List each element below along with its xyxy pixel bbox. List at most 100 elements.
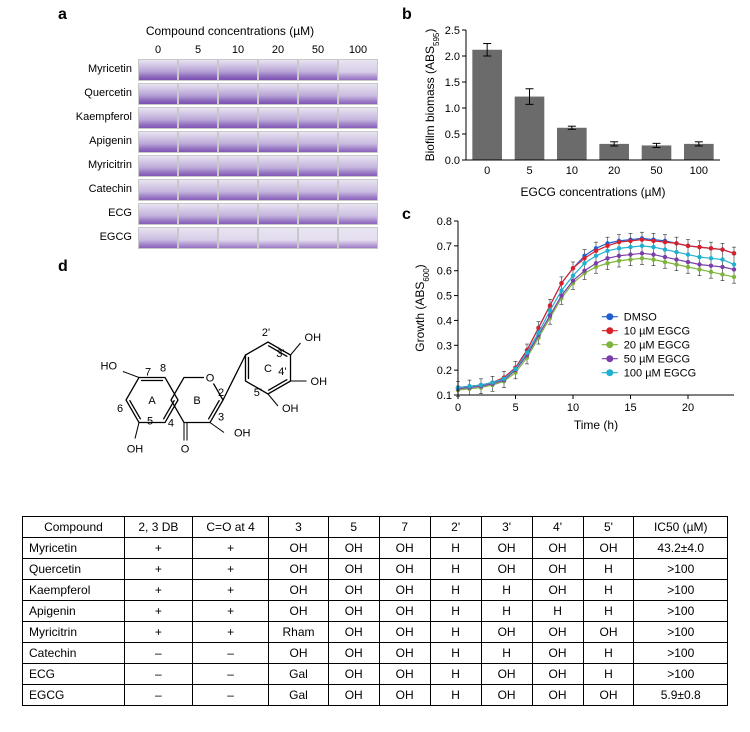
structure-label: 4 (168, 418, 174, 430)
structure-label: 6 (117, 403, 123, 415)
panel-label-b: b (402, 6, 412, 24)
series-marker (674, 241, 678, 245)
panel-a-row-label: EGCG (70, 226, 138, 250)
panel-a-well (178, 131, 218, 153)
table-cell: H (583, 664, 634, 685)
panel-a-well (298, 107, 338, 129)
panel-a-well (138, 131, 178, 153)
panel-label-a: a (58, 6, 67, 24)
panel-a-well (178, 107, 218, 129)
series-marker (628, 239, 632, 243)
bar-ytick: 0.5 (445, 129, 460, 141)
panel-a-well (218, 83, 258, 105)
table-cell: OH (532, 664, 583, 685)
table-cell: + (192, 538, 268, 559)
series-marker (732, 275, 736, 279)
table-cell: OH (532, 580, 583, 601)
panel-a-conc-header: 5 (178, 42, 218, 58)
table-cell: + (124, 580, 192, 601)
panel-a-well (178, 83, 218, 105)
series-marker (709, 256, 713, 260)
series-marker (605, 261, 609, 265)
series-marker (548, 308, 552, 312)
table-header: 7 (379, 517, 430, 538)
series-marker (686, 260, 690, 264)
panel-a-well (258, 227, 298, 249)
series-marker (628, 257, 632, 261)
panel-a-well (138, 155, 178, 177)
table-cell: >100 (634, 559, 728, 580)
curve-ytick: 0.6 (437, 266, 452, 278)
panel-a-conc-header: 0 (138, 42, 178, 58)
panel-a-well (218, 227, 258, 249)
panel-label-d: d (58, 258, 68, 276)
series-marker (709, 246, 713, 250)
panel-a-well (338, 179, 378, 201)
series-marker (571, 266, 575, 270)
table-header: C=O at 4 (192, 517, 268, 538)
series-marker (663, 240, 667, 244)
table-cell: Rham (269, 622, 328, 643)
panel-c-growth-curve: 051015200.10.20.30.40.50.60.70.8Time (h)… (410, 215, 740, 435)
series-marker (720, 265, 724, 269)
table-header: 5 (328, 517, 379, 538)
series-marker (663, 247, 667, 251)
series-marker (697, 245, 701, 249)
table-cell: OH (328, 538, 379, 559)
table-header: IC50 (µM) (634, 517, 728, 538)
structure-label: C (264, 363, 272, 375)
panel-b-bar-chart: 0.00.51.01.52.02.505102050100EGCG concen… (420, 22, 730, 202)
table-cell: OH (532, 622, 583, 643)
structure-label: 2 (218, 387, 224, 399)
table-cell: OH (481, 664, 532, 685)
panel-a-well (258, 107, 298, 129)
curve-xtick: 10 (567, 402, 579, 414)
series-marker (732, 262, 736, 266)
table-cell: H (430, 643, 481, 664)
bar-xtick: 100 (690, 165, 708, 177)
table-cell: OH (583, 622, 634, 643)
table-cell: H (481, 643, 532, 664)
bar-xlabel: EGCG concentrations (µM) (521, 185, 666, 199)
series-marker (674, 257, 678, 261)
legend-label: 10 µM EGCG (624, 326, 690, 338)
compound-table: Compound2, 3 DBC=O at 43572'3'4'5'IC50 (… (22, 516, 728, 706)
curve-ytick: 0.2 (437, 365, 452, 377)
panel-a-well (178, 155, 218, 177)
structure-label: A (148, 395, 156, 407)
series-marker (571, 273, 575, 277)
series-marker (651, 257, 655, 261)
table-row: EGCG––GalOHOHHOHOHOH5.9±0.8 (23, 685, 728, 706)
table-cell: – (192, 643, 268, 664)
table-row: Catechin––OHOHOHHHOHH>100 (23, 643, 728, 664)
table-cell: + (192, 580, 268, 601)
table-cell: OH (328, 664, 379, 685)
panel-a-conc-header: 100 (338, 42, 378, 58)
table-cell: Myricetin (23, 538, 125, 559)
table-cell: OH (379, 559, 430, 580)
panel-a-well (338, 155, 378, 177)
table-cell: EGCG (23, 685, 125, 706)
structure-label: 5' (254, 387, 262, 399)
table-cell: OH (583, 685, 634, 706)
series-marker (709, 264, 713, 268)
panel-a-well (138, 179, 178, 201)
table-header: 2, 3 DB (124, 517, 192, 538)
bar-xtick: 50 (650, 165, 662, 177)
table-cell: OH (269, 559, 328, 580)
table-cell: >100 (634, 622, 728, 643)
table-cell: OH (269, 580, 328, 601)
panel-a-row-label: Quercetin (70, 82, 138, 106)
table-cell: OH (532, 685, 583, 706)
panel-a-row-label: ECG (70, 202, 138, 226)
series-marker (582, 269, 586, 273)
table-cell: – (124, 643, 192, 664)
panel-a-well (338, 83, 378, 105)
panel-a-conc-header: 50 (298, 42, 338, 58)
table-header: 4' (532, 517, 583, 538)
series-marker (628, 252, 632, 256)
series-marker (732, 251, 736, 255)
series-marker (686, 244, 690, 248)
table-cell: Gal (269, 685, 328, 706)
table-cell: Quercetin (23, 559, 125, 580)
